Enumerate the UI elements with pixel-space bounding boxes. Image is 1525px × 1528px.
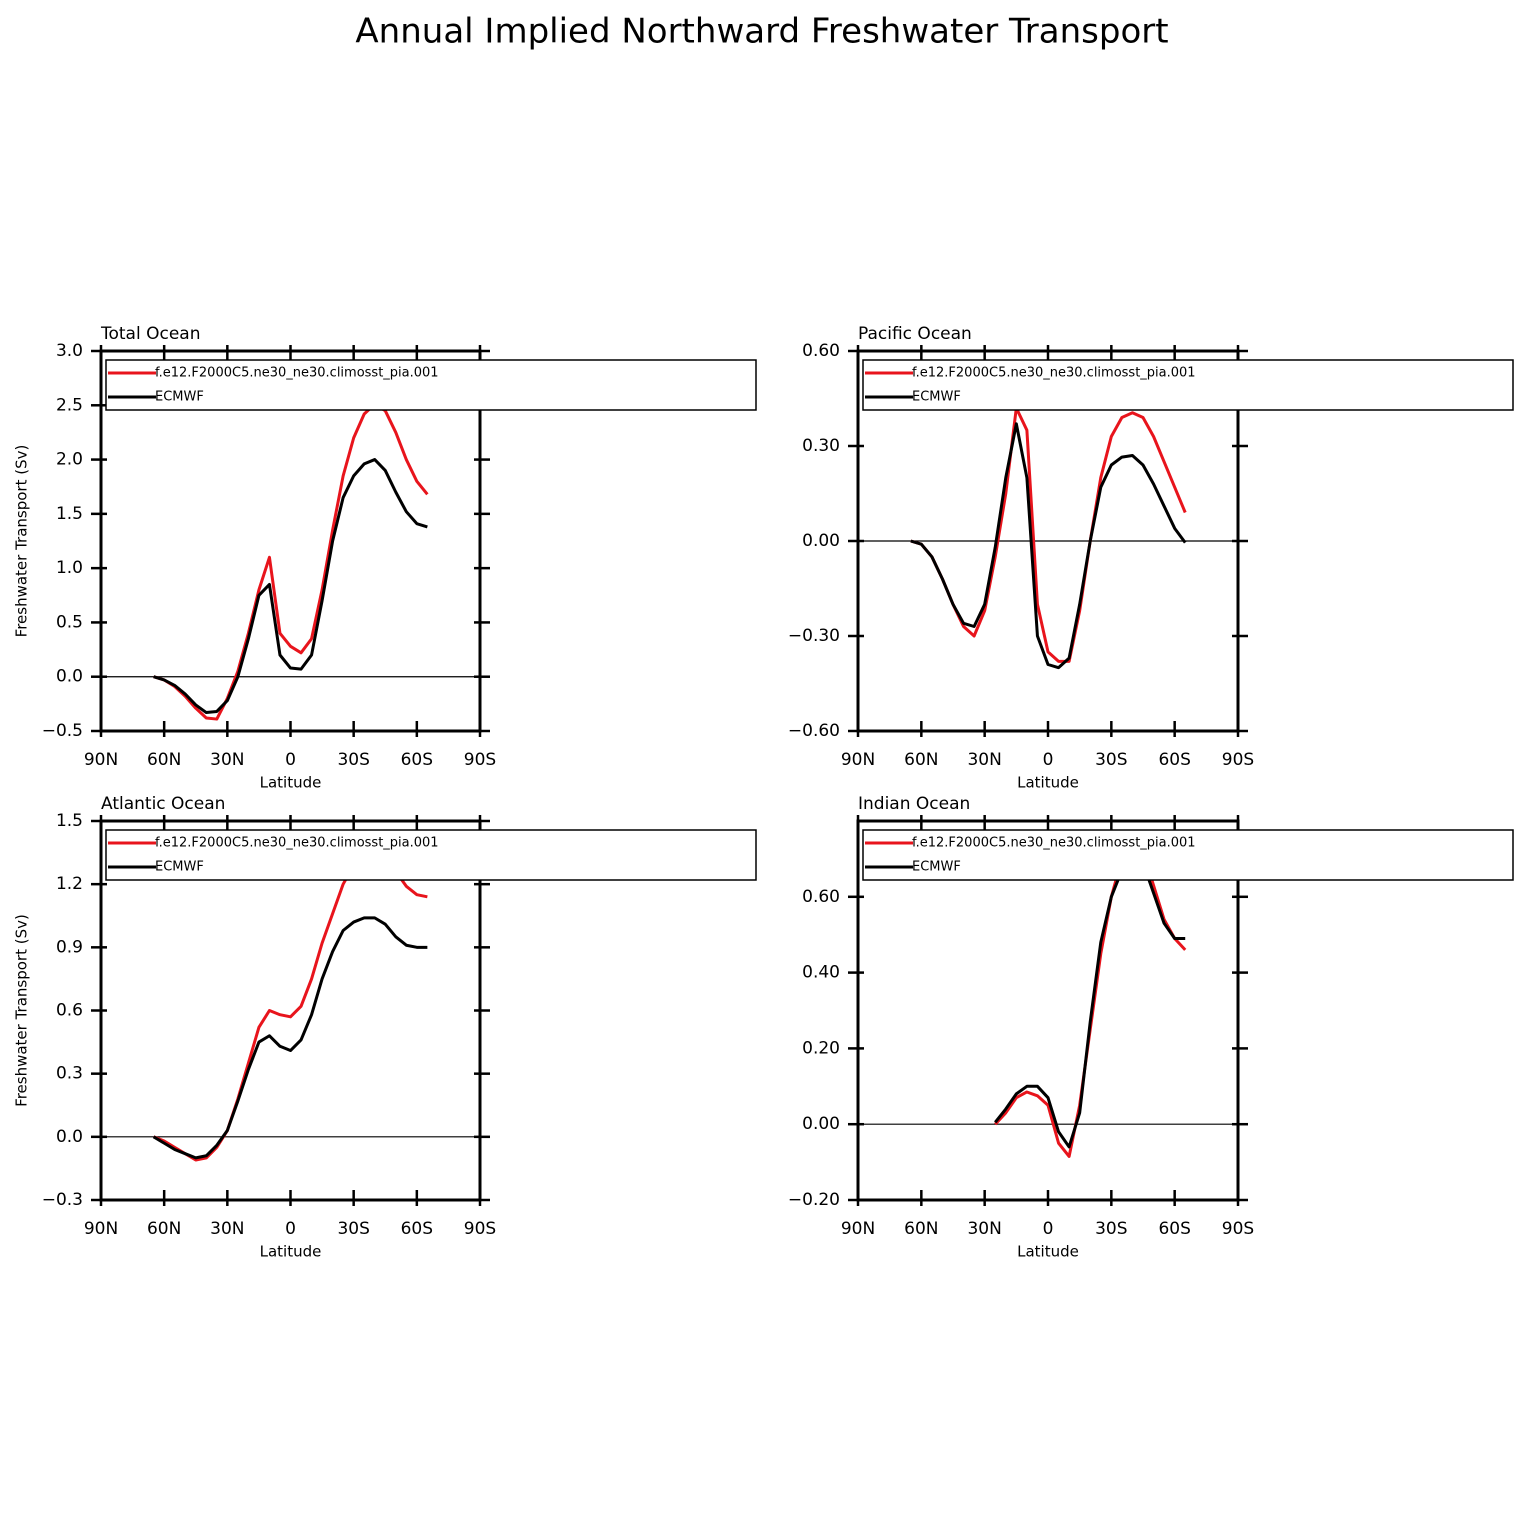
x-tick-label: 0: [285, 1219, 296, 1239]
y-tick-label: 2.0: [56, 450, 83, 470]
legend-label: f.e12.F2000C5.ne30_ne30.climosst_pia.001: [155, 836, 439, 851]
series-line: [994, 840, 1187, 1158]
x-tick-label: 60N: [147, 1219, 181, 1239]
panel-title: Total Ocean: [100, 324, 201, 344]
y-tick-label: 1.0: [56, 558, 83, 578]
x-tick-label: 0: [1043, 1219, 1054, 1239]
y-tick-label: 0.5: [56, 612, 83, 632]
y-tick-label: 0.00: [802, 1114, 840, 1134]
x-tick-label: 0: [1043, 750, 1054, 770]
x-tick-label: 30S: [1095, 1219, 1127, 1239]
x-axis-label: Latitude: [260, 774, 322, 792]
y-tick-label: 0.0: [56, 1127, 83, 1147]
panel-title: Pacific Ocean: [858, 324, 972, 344]
series-line: [910, 422, 1187, 670]
x-tick-label: 60N: [904, 750, 938, 770]
legend-box: [105, 829, 757, 881]
y-tick-label: −0.20: [788, 1190, 840, 1210]
legend-label: ECMWF: [155, 860, 204, 875]
series-line: [994, 855, 1186, 1149]
y-tick-label: 0.60: [802, 341, 840, 361]
legend-box: [105, 359, 757, 411]
x-tick-label: 60S: [401, 1219, 433, 1239]
y-tick-label: −0.5: [42, 721, 83, 741]
plot-frame: [99, 819, 482, 1202]
panel-title: Atlantic Ocean: [101, 794, 225, 814]
x-tick-label: 90S: [464, 1219, 496, 1239]
x-axis-label: Latitude: [1017, 774, 1079, 792]
x-tick-label: 60N: [147, 750, 181, 770]
x-tick-label: 30S: [337, 750, 369, 770]
x-tick-label: 30S: [1095, 750, 1127, 770]
y-tick-label: 0.30: [802, 436, 840, 456]
x-tick-label: 60S: [401, 750, 433, 770]
x-tick-label: 90S: [1222, 1219, 1254, 1239]
x-tick-label: 60N: [904, 1219, 938, 1239]
series-line: [152, 916, 428, 1160]
y-axis-label: Freshwater Transport (Sv): [13, 445, 31, 638]
y-tick-label: 0.3: [56, 1064, 83, 1084]
series-line: [153, 848, 428, 1162]
figure-title: Annual Implied Northward Freshwater Tran…: [355, 12, 1168, 52]
x-axis-label: Latitude: [1017, 1243, 1079, 1261]
plot-frame: [856, 819, 1240, 1202]
x-tick-label: 30N: [210, 750, 244, 770]
x-tick-label: 0: [285, 750, 296, 770]
x-tick-label: 90S: [1222, 750, 1254, 770]
y-tick-label: 0.9: [56, 937, 83, 957]
y-tick-label: 3.0: [56, 341, 83, 361]
y-tick-label: 0.60: [802, 887, 840, 907]
series-line: [153, 402, 429, 721]
y-tick-label: 1.5: [56, 811, 83, 831]
legend-box: [862, 359, 1514, 411]
x-tick-label: 30N: [967, 750, 1001, 770]
x-tick-label: 30N: [967, 1219, 1001, 1239]
x-tick-label: 30N: [210, 1219, 244, 1239]
legend-label: f.e12.F2000C5.ne30_ne30.climosst_pia.001: [912, 366, 1196, 381]
legend-label: ECMWF: [912, 390, 961, 405]
plot-frame: [856, 349, 1240, 733]
y-tick-label: 0.6: [56, 1001, 83, 1021]
x-tick-label: 90N: [84, 1219, 118, 1239]
x-tick-label: 60S: [1158, 750, 1190, 770]
y-tick-label: 0.40: [802, 963, 840, 983]
y-tick-label: 0.0: [56, 667, 83, 687]
legend-label: ECMWF: [155, 390, 204, 405]
y-tick-label: 2.5: [56, 395, 83, 415]
legend-label: ECMWF: [912, 860, 961, 875]
legend-box: [862, 829, 1514, 881]
panel-title: Indian Ocean: [858, 794, 970, 814]
x-tick-label: 90S: [464, 750, 496, 770]
legend-label: f.e12.F2000C5.ne30_ne30.climosst_pia.001: [912, 836, 1196, 851]
y-tick-label: 1.5: [56, 504, 83, 524]
x-tick-label: 90N: [84, 750, 118, 770]
y-tick-label: −0.60: [788, 721, 840, 741]
y-tick-label: 1.2: [56, 874, 83, 894]
legend-label: f.e12.F2000C5.ne30_ne30.climosst_pia.001: [155, 366, 439, 381]
y-axis-label: Freshwater Transport (Sv): [13, 914, 31, 1107]
x-tick-label: 90N: [841, 1219, 875, 1239]
y-tick-label: −0.3: [42, 1190, 83, 1210]
series-line: [153, 458, 428, 715]
y-tick-label: −0.30: [788, 626, 840, 646]
y-tick-label: 0.20: [802, 1038, 840, 1058]
x-tick-label: 30S: [337, 1219, 369, 1239]
x-tick-label: 90N: [841, 750, 875, 770]
series-line: [910, 406, 1187, 663]
y-tick-label: 0.00: [802, 531, 840, 551]
x-axis-label: Latitude: [260, 1243, 322, 1261]
x-tick-label: 60S: [1158, 1219, 1190, 1239]
plot-frame: [99, 349, 482, 733]
